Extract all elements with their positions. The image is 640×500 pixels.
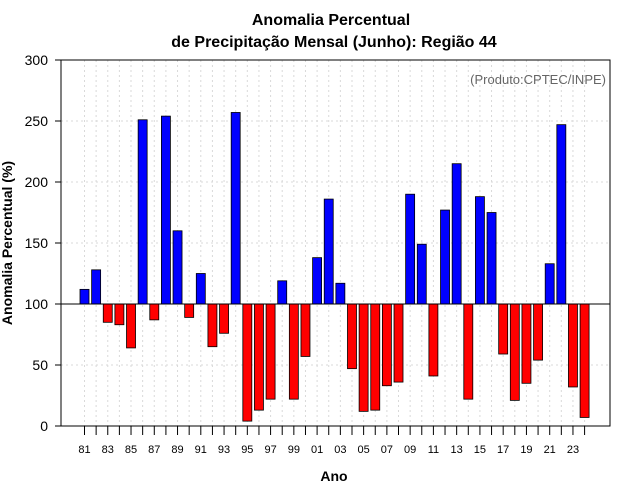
bar-22: [556, 124, 567, 305]
x-tick-label: 89: [171, 444, 183, 456]
bar-19: [521, 303, 532, 384]
bar-97: [265, 303, 276, 400]
x-tick-label: 83: [102, 444, 114, 456]
source-note: (Produto:CPTEC/INPE): [470, 72, 606, 87]
x-tick-label: 03: [334, 444, 346, 456]
bar-01: [312, 257, 323, 305]
y-tick-label: 100: [25, 296, 49, 312]
bar-07: [381, 303, 392, 387]
bar-15: [475, 196, 485, 305]
bar-85: [126, 303, 136, 349]
x-tick-label: 15: [474, 444, 486, 456]
bar-90: [184, 303, 195, 318]
x-tick-label: 09: [404, 444, 416, 456]
bar-91: [195, 273, 206, 305]
bar-21: [544, 263, 555, 305]
y-tick-label: 50: [32, 357, 48, 373]
bar-88: [161, 115, 171, 305]
x-axis-label: Ano: [320, 468, 347, 484]
bar-99: [288, 303, 299, 400]
bar-24: [579, 303, 590, 418]
bar-92: [207, 303, 218, 348]
bar-86: [137, 119, 148, 305]
x-tick-label: 81: [78, 444, 90, 456]
bar-96: [254, 303, 264, 411]
bar-05: [358, 303, 369, 412]
bar-95: [242, 303, 253, 422]
bar-87: [149, 303, 160, 321]
y-tick-label: 300: [25, 52, 49, 68]
x-tick-label: 95: [241, 444, 253, 456]
y-tick-label: 150: [25, 235, 49, 251]
y-tick-label: 250: [25, 113, 49, 129]
bar-81: [79, 288, 90, 305]
bar-20: [533, 303, 543, 361]
x-axis-ticks: 81 83 85 87 89 91 93 95 97 99 01 03 05 07 09 11 13 15 17 19…: [78, 426, 586, 456]
x-tick-label: 23: [567, 444, 579, 456]
y-tick-label: 200: [25, 174, 49, 190]
bar-93: [219, 303, 229, 334]
bar-89: [172, 230, 183, 305]
bar-18: [509, 303, 520, 401]
bar-10: [416, 243, 427, 305]
x-tick-label: 01: [311, 444, 323, 456]
y-axis-ticks: 0 50 100 150 200 250 300: [25, 52, 61, 434]
x-tick-label: 85: [125, 444, 137, 456]
x-tick-label: 87: [148, 444, 160, 456]
bar-16: [486, 212, 497, 305]
bar-13: [451, 163, 462, 305]
bar-98: [277, 280, 288, 305]
bar-06: [370, 303, 381, 411]
bar-23: [568, 303, 578, 388]
x-tick-label: 93: [218, 444, 230, 456]
bar-82: [91, 269, 102, 305]
x-tick-label: 91: [195, 444, 207, 456]
bar-08: [393, 303, 404, 383]
bar-94: [230, 112, 241, 305]
x-tick-label: 19: [520, 444, 532, 456]
y-tick-label: 0: [40, 418, 48, 434]
x-tick-label: 11: [428, 444, 439, 456]
bar-04: [347, 303, 357, 370]
bar-14: [463, 303, 474, 400]
x-tick-label: 13: [451, 444, 463, 456]
bar-83: [102, 303, 113, 323]
chart-title: Anomalia Percentual: [252, 12, 410, 29]
x-tick-label: 17: [497, 444, 509, 456]
bar-17: [498, 303, 509, 355]
chart-subtitle: de Precipitação Mensal (Junho): Região 4…: [171, 34, 497, 51]
bar-02: [323, 198, 334, 305]
bar-11: [428, 303, 439, 377]
x-tick-label: 07: [381, 444, 393, 456]
bar-09: [405, 193, 416, 305]
x-tick-label: 99: [288, 444, 300, 456]
bar-12: [440, 209, 450, 305]
bar-84: [114, 303, 125, 326]
x-tick-label: 05: [357, 444, 369, 456]
x-tick-label: 21: [544, 444, 556, 456]
y-axis-label: Anomalia Percentual (%): [0, 161, 15, 325]
bars: [79, 112, 590, 422]
x-tick-label: 97: [264, 444, 276, 456]
bar-00: [300, 303, 311, 357]
bar-03: [335, 282, 346, 305]
